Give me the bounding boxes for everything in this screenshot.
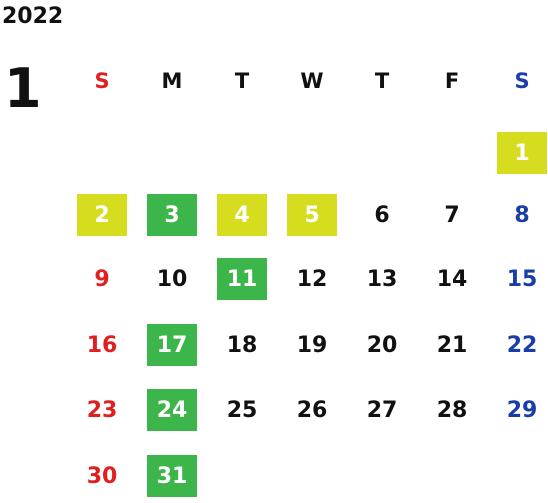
day-cell-8[interactable]: 8 <box>514 202 530 228</box>
day-cell-30[interactable]: 30 <box>86 463 118 489</box>
day-cell-14[interactable]: 14 <box>436 266 468 292</box>
day-cell-10[interactable]: 10 <box>156 266 188 292</box>
day-cell-17[interactable]: 17 <box>147 324 197 366</box>
day-cell-3[interactable]: 3 <box>147 194 197 236</box>
day-cell-2[interactable]: 2 <box>77 194 127 236</box>
day-cell-24[interactable]: 24 <box>147 389 197 431</box>
day-cell-13[interactable]: 13 <box>366 266 398 292</box>
weekday-header-thu: T <box>374 69 390 93</box>
day-cell-23[interactable]: 23 <box>86 397 118 423</box>
day-cell-28[interactable]: 28 <box>436 397 468 423</box>
weekday-header-sun: S <box>94 69 110 93</box>
day-cell-1[interactable]: 1 <box>497 132 547 174</box>
day-cell-29[interactable]: 29 <box>506 397 538 423</box>
day-cell-20[interactable]: 20 <box>366 332 398 358</box>
weekday-header-wed: W <box>300 69 324 93</box>
day-cell-18[interactable]: 18 <box>226 332 258 358</box>
day-cell-21[interactable]: 21 <box>436 332 468 358</box>
day-cell-26[interactable]: 26 <box>296 397 328 423</box>
year-label: 2022 <box>2 4 64 29</box>
day-cell-15[interactable]: 15 <box>506 266 538 292</box>
weekday-header-sat: S <box>514 69 530 93</box>
day-cell-25[interactable]: 25 <box>226 397 258 423</box>
day-cell-27[interactable]: 27 <box>366 397 398 423</box>
month-number: 1 <box>4 57 42 120</box>
day-cell-19[interactable]: 19 <box>296 332 328 358</box>
day-cell-12[interactable]: 12 <box>296 266 328 292</box>
day-cell-22[interactable]: 22 <box>506 332 538 358</box>
day-cell-4[interactable]: 4 <box>217 194 267 236</box>
day-cell-9[interactable]: 9 <box>94 266 110 292</box>
day-cell-6[interactable]: 6 <box>374 202 390 228</box>
day-cell-16[interactable]: 16 <box>86 332 118 358</box>
weekday-header-tue: T <box>234 69 250 93</box>
day-cell-31[interactable]: 31 <box>147 455 197 497</box>
day-cell-7[interactable]: 7 <box>444 202 460 228</box>
day-cell-11[interactable]: 11 <box>217 258 267 300</box>
weekday-header-fri: F <box>444 69 460 93</box>
weekday-header-mon: M <box>161 69 183 93</box>
day-cell-5[interactable]: 5 <box>287 194 337 236</box>
